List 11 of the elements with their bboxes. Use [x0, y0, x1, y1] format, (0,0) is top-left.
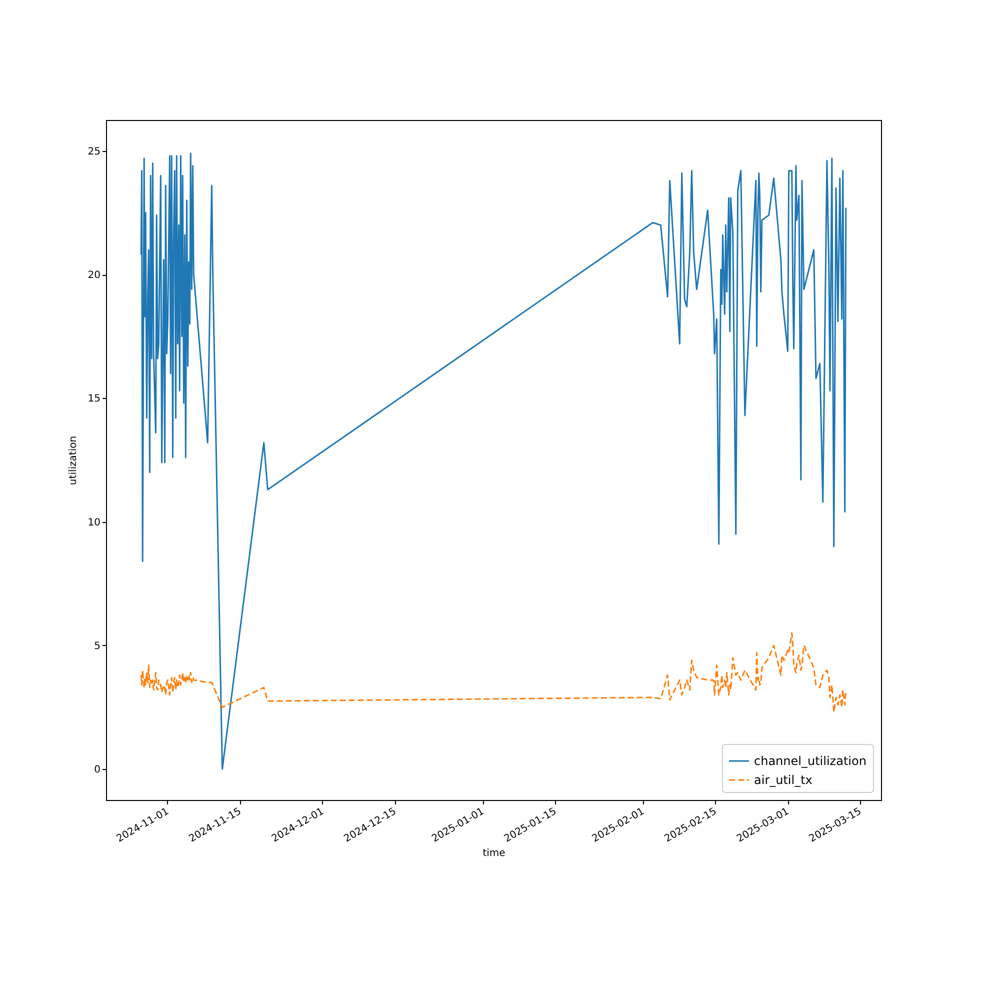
y-axis-title: utilization [68, 436, 79, 486]
legend-label: air_util_tx [754, 773, 812, 787]
y-tick-label: 15 [88, 394, 100, 405]
y-tick-label: 20 [88, 270, 100, 282]
y-tick-label: 10 [88, 517, 100, 528]
y-tick-label: 5 [94, 640, 100, 652]
line-series [140, 632, 847, 713]
x-axis-title: time [482, 848, 506, 859]
y-tick-label: 0 [94, 764, 100, 776]
legend-label: channel_utilization [754, 754, 866, 768]
y-tick-label: 25 [88, 146, 100, 158]
